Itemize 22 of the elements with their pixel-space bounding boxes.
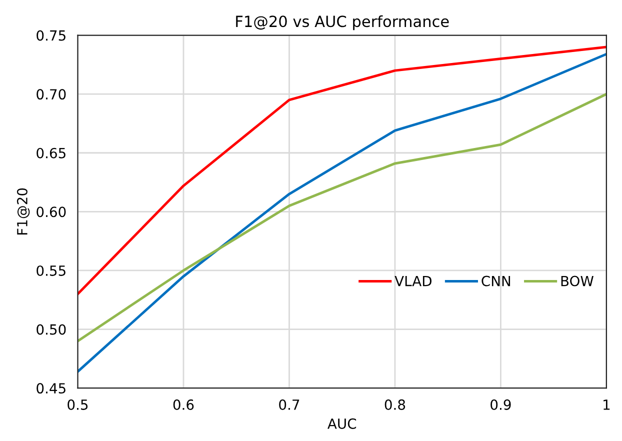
line-series xyxy=(78,46,606,296)
line-series xyxy=(78,52,606,373)
y-tick-label: 0.75 xyxy=(36,30,66,41)
chart-title: F1@20 vs AUC performance xyxy=(236,15,449,30)
y-tick-label: 0.50 xyxy=(36,324,66,335)
x-tick-label: 0.7 xyxy=(279,399,300,410)
x-tick-label: 1 xyxy=(604,400,610,410)
y-tick-label: 0.60 xyxy=(36,206,66,218)
y-tick-label: 0.65 xyxy=(36,148,66,158)
legend-label: VLAD xyxy=(394,276,432,286)
y-tick-label: 0.45 xyxy=(36,383,66,394)
x-tick-label: 0.8 xyxy=(384,399,406,410)
x-axis-title: AUC xyxy=(328,418,356,429)
x-tick-label: 0.9 xyxy=(490,399,511,410)
y-axis-title: F1@20 xyxy=(16,188,30,235)
x-tick-label: 0.6 xyxy=(173,399,194,410)
y-tick-label: 0.70 xyxy=(36,89,66,100)
x-tick-label: 0.5 xyxy=(68,399,88,410)
line-series xyxy=(78,92,606,342)
y-tick-label: 0.55 xyxy=(36,265,66,276)
legend-label: BOW xyxy=(561,276,594,286)
legend-label: CNN xyxy=(482,276,510,286)
